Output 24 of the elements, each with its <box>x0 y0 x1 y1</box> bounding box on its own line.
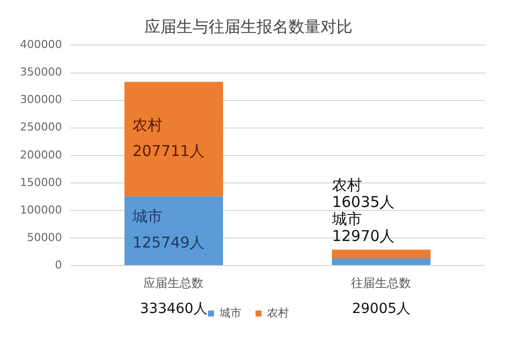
y-tick-label: 100000 <box>20 203 62 216</box>
x-tick-label: 应届生总数 <box>144 276 204 290</box>
y-tick-label: 350000 <box>20 66 62 79</box>
y-tick-label: 50000 <box>26 230 62 244</box>
y-tick-label: 200000 <box>20 148 62 162</box>
y-tick-label: 150000 <box>20 176 62 189</box>
y-tick-label: 300000 <box>20 93 62 106</box>
bar <box>124 196 224 266</box>
chart-title: 应届生与往届生报名数量对比 <box>144 16 352 36</box>
data-label: 城市 12970人 <box>330 210 395 246</box>
legend-label: 城市 <box>218 306 242 320</box>
total-label: 29005人 <box>352 301 411 318</box>
bar <box>332 250 431 258</box>
data-label: 农村 207711人 <box>132 116 205 160</box>
total-label: 333460人 <box>140 301 208 318</box>
data-label: 城市 125749人 <box>131 208 205 252</box>
legend-label: 农村 <box>267 306 289 320</box>
y-tick-label: 250000 <box>20 120 62 134</box>
y-tick-label: 400000 <box>20 38 62 52</box>
data-label: 农村 16035人 <box>332 176 395 212</box>
x-tick-label: 往届生总数 <box>351 276 412 290</box>
bar <box>332 258 431 266</box>
bar <box>124 82 224 196</box>
y-tick-label: 0 <box>54 258 62 272</box>
